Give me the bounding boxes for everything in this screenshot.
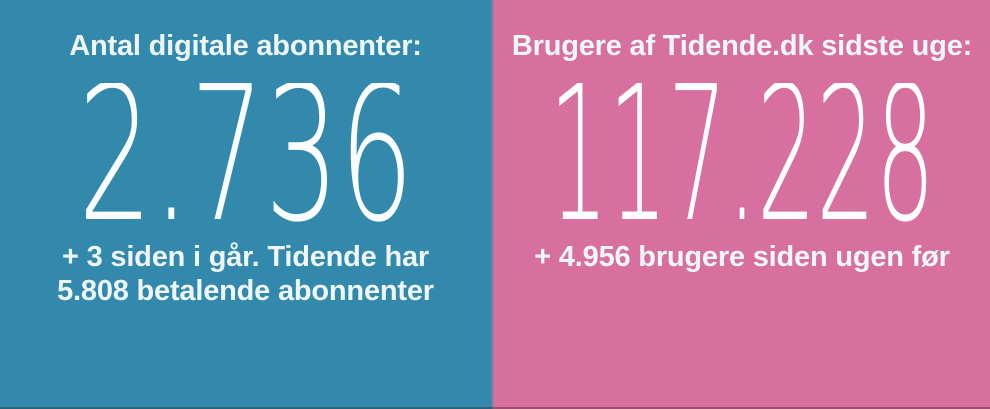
digital-subscribers-title: Antal digitale abonnenter: xyxy=(69,30,422,62)
weekly-users-panel: Brugere af Tidende.dk sidste uge: 117.22… xyxy=(494,0,990,409)
user-count-value: 117.228 xyxy=(549,83,935,223)
panel-divider xyxy=(491,0,494,409)
subscriber-delta-text: + 3 siden i går. Tidende har 5.808 betal… xyxy=(0,240,491,308)
subscriber-delta-line2: 5.808 betalende abonnenter xyxy=(57,275,434,307)
subscriber-delta-line1: + 3 siden i går. Tidende har xyxy=(62,241,429,273)
user-delta-line1: + 4.956 brugere siden ugen før xyxy=(534,241,950,273)
subscriber-count-figure: 2.736 xyxy=(78,83,414,223)
weekly-users-title: Brugere af Tidende.dk sidste uge: xyxy=(511,30,973,62)
user-delta-text: + 4.956 brugere siden ugen før xyxy=(494,240,990,274)
subscriber-count-value: 2.736 xyxy=(78,83,414,223)
user-count-figure: 117.228 xyxy=(549,83,935,223)
digital-subscribers-panel: Antal digitale abonnenter: 2.736 + 3 sid… xyxy=(0,0,491,409)
